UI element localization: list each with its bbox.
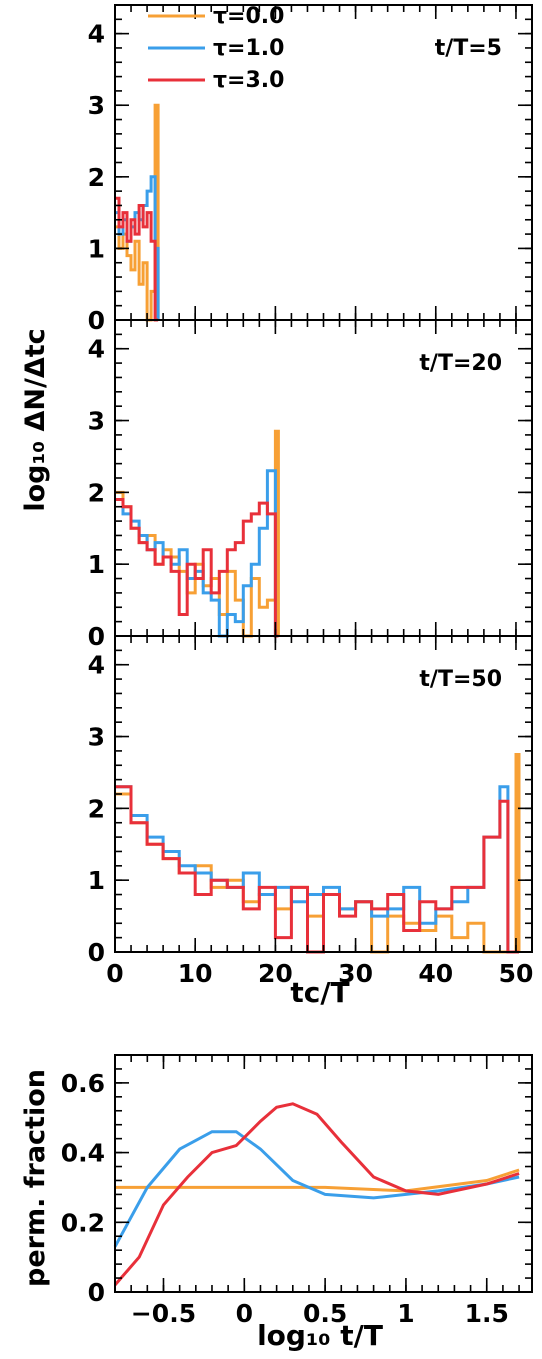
y-tick-label: 4 xyxy=(88,20,105,49)
y-tick-label: 4 xyxy=(88,335,105,364)
panel-permanent-fraction: 0 0.2 0.4 0.6 −0.5 0 0.5 1 1.5 xyxy=(61,1054,533,1328)
hist-y-axis-label: log₁₀ ΔN/Δtᴄ xyxy=(20,328,51,511)
series-line-3 xyxy=(115,785,519,954)
series-line-2 xyxy=(115,469,279,638)
legend-label: τ=3.0 xyxy=(213,68,284,93)
fraction-y-axis-label: perm. fraction xyxy=(20,1069,51,1287)
y-tick-label: 4 xyxy=(88,651,105,680)
y-tick-label: 1 xyxy=(88,234,105,263)
x-tick-label: 20 xyxy=(258,959,293,988)
panel-annotation: t/T=5 xyxy=(435,36,502,61)
series-line-1 xyxy=(115,753,521,954)
x-tick-label: 0 xyxy=(106,959,123,988)
y-tick-label: 0 xyxy=(88,306,105,335)
x-tick-label: 0 xyxy=(236,1299,253,1328)
y-tick-label: 3 xyxy=(88,407,105,436)
y-tick-label: 2 xyxy=(88,163,105,192)
y-tick-label: 1 xyxy=(88,550,105,579)
x-tick-label: −0.5 xyxy=(131,1299,196,1328)
series-line-3 xyxy=(115,196,159,322)
series-line-1 xyxy=(115,103,160,322)
series-line-2 xyxy=(113,1130,520,1248)
plot-frame xyxy=(114,1054,533,1293)
series-line-2 xyxy=(115,785,519,954)
series-line-3 xyxy=(113,1102,520,1286)
legend-label: τ=0.0 xyxy=(213,4,284,29)
x-tick-label: 50 xyxy=(499,959,534,988)
fraction-x-axis-label: log₁₀ t/T xyxy=(257,1319,383,1352)
y-tick-label: 0 xyxy=(88,1278,105,1307)
legend-label: τ=1.0 xyxy=(213,36,284,61)
panel-t5: 0 1 2 3 4 t/T=5 xyxy=(88,4,533,335)
y-tick-label: 3 xyxy=(88,723,105,752)
y-tick-label: 2 xyxy=(88,478,105,507)
y-tick-label: 0.6 xyxy=(61,1069,105,1098)
y-tick-label: 1 xyxy=(88,866,105,895)
y-tick-label: 3 xyxy=(88,91,105,120)
x-tick-label: 30 xyxy=(338,959,373,988)
x-tick-label: 10 xyxy=(178,959,213,988)
y-tick-label: 0.4 xyxy=(61,1139,105,1168)
hist-x-axis-label: tᴄ/T xyxy=(290,976,349,1009)
x-tick-label: 0.5 xyxy=(303,1299,347,1328)
y-tick-label: 0.2 xyxy=(61,1208,105,1237)
x-tick-label: 40 xyxy=(418,959,453,988)
x-tick-label: 1.5 xyxy=(465,1299,509,1328)
legend: τ=0.0 τ=1.0 τ=3.0 xyxy=(148,4,284,93)
panel-annotation: t/T=50 xyxy=(419,667,502,692)
series-line-1 xyxy=(115,1168,520,1193)
panel-t20: 0 1 2 3 4 t/T=20 xyxy=(88,319,533,651)
series-line-3 xyxy=(115,498,279,638)
y-tick-label: 2 xyxy=(88,794,105,823)
x-tick-label: 1 xyxy=(397,1299,414,1328)
panel-annotation: t/T=20 xyxy=(419,351,502,376)
y-tick-label: 0 xyxy=(88,622,105,651)
y-tick-label: 0 xyxy=(88,938,105,967)
